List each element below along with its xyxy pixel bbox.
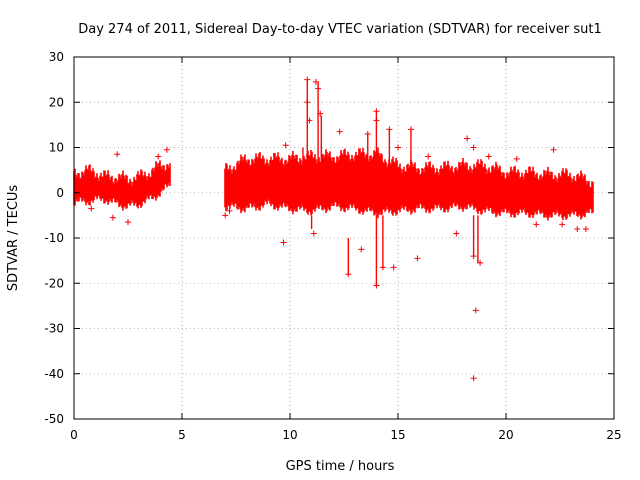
data-point [114,151,121,158]
data-point [282,142,289,149]
data-point [317,110,324,117]
data-point [125,219,131,226]
x-tick-label: 15 [390,428,405,442]
x-tick-label: 5 [178,428,186,442]
data-point [88,205,95,212]
data-point [485,153,492,160]
x-tick-label: 0 [70,428,78,442]
data-point [306,117,313,124]
data-point [470,144,477,151]
y-tick-label: 10 [49,141,64,155]
data-point [373,108,380,115]
x-axis-label: GPS time / hours [286,459,395,474]
y-axis-label: SDTVAR / TECUs [6,185,21,292]
data-point [414,255,421,262]
data-point [304,76,311,83]
chart-title: Day 274 of 2011, Sidereal Day-to-day VTE… [78,22,602,37]
data-point [470,253,477,260]
y-tick-label: 20 [49,95,64,109]
data-point [373,282,380,289]
data-point [559,221,566,228]
y-axis: -50 -40 -30 -20 -10 0 10 20 30 [44,50,614,426]
x-tick-label: 20 [498,428,513,442]
data-point [109,214,116,221]
data-point [315,85,322,92]
data-point [464,135,471,142]
y-tick-label: -10 [44,231,64,245]
data-point [364,130,371,137]
x-tick-label: 25 [606,428,621,442]
data-point [472,307,479,314]
data-point [312,78,319,85]
data-point [390,264,397,271]
data-point [533,221,540,228]
y-tick-label: 0 [56,186,64,200]
y-tick-label: -50 [44,412,64,426]
data-point [407,126,414,133]
data-point [336,128,343,135]
data-point [226,207,233,214]
data-point [453,230,460,237]
data-point [310,230,317,237]
scatter-series [73,76,594,382]
y-tick-label: -30 [44,322,64,336]
data-point [550,146,557,153]
y-tick-label: 30 [49,50,64,64]
data-point [163,146,170,153]
data-point [470,375,477,382]
y-tick-label: -20 [44,276,64,290]
data-point [425,153,432,160]
data-point [358,246,365,253]
data-point [574,225,581,232]
data-point [280,239,287,246]
data-point [304,99,311,106]
grid-lines [74,57,614,419]
y-tick-label: -40 [44,367,64,381]
data-band [224,147,594,221]
x-axis: 0 5 10 15 20 25 [70,57,622,442]
x-tick-label: 10 [282,428,297,442]
data-point [477,259,484,266]
data-point [395,144,401,151]
data-point [155,153,162,160]
data-point [513,155,520,162]
data-point [379,264,386,271]
data-point [373,117,380,124]
data-point [222,212,229,219]
data-point [345,271,352,278]
data-point [386,126,393,133]
data-point [582,225,589,232]
